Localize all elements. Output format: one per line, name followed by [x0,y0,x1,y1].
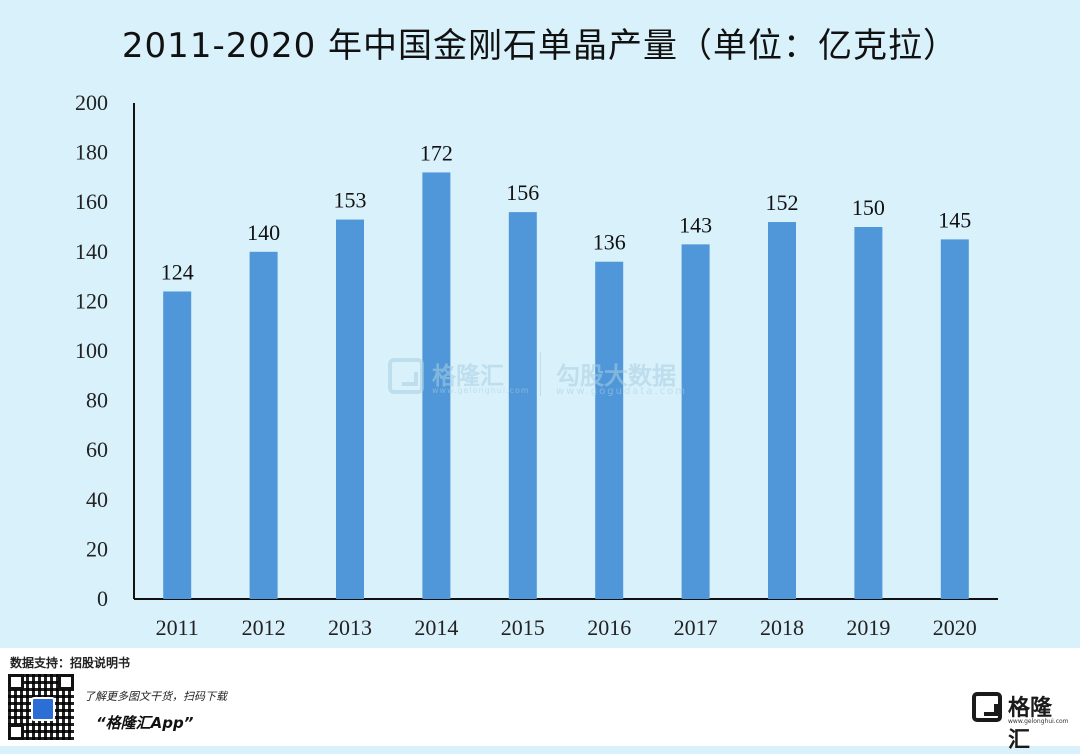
data-label: 152 [766,190,799,215]
bar [249,251,278,600]
bar [854,227,883,599]
data-label: 136 [593,230,626,255]
x-tick-label: 2011 [156,615,199,640]
x-tick-label: 2018 [760,615,804,640]
bar [595,261,624,599]
y-tick-label: 160 [75,189,108,214]
bar [940,239,969,599]
y-tick-label: 140 [75,239,108,264]
data-label: 140 [247,220,280,245]
x-tick-label: 2013 [328,615,372,640]
promo-text: 了解更多图文干货，扫码下载 [84,690,227,703]
bar-chart: 0 20 40 60 80 100 120 140 160 180 200 124 2011 140 20… [75,90,998,640]
y-tick-label: 180 [75,140,108,165]
x-tick-label: 2019 [846,615,890,640]
qr-corner-icon [8,674,24,690]
x-tick-label: 2012 [242,615,286,640]
qr-corner-icon [58,674,74,690]
x-tick-label: 2020 [933,615,977,640]
bar [163,291,192,599]
brand-logo: 格隆汇 www.gelonghui.com [972,690,1072,753]
data-label: 156 [506,180,539,205]
x-tick-label: 2016 [587,615,631,640]
qr-logo-icon [31,697,55,721]
y-tick-label: 40 [86,487,108,512]
data-label: 124 [161,259,194,284]
y-tick-label: 200 [75,90,108,115]
y-tick-label: 60 [86,437,108,462]
y-tick-label: 20 [86,536,108,561]
data-label: 150 [852,195,885,220]
y-tick-label: 120 [75,288,108,313]
qr-corner-icon [8,724,24,740]
bar [681,244,710,600]
data-label: 153 [334,188,367,213]
bar [508,212,537,599]
data-label: 143 [679,212,712,237]
y-tick-label: 0 [97,586,108,611]
brand-url: www.gelonghui.com [1008,718,1069,725]
bar [768,222,796,600]
y-tick-label: 100 [75,338,108,363]
x-tick-label: 2014 [414,615,458,640]
chart-labels: 124 2011 140 2012 153 2013 172 2014 156 2015 136 20… [156,140,977,640]
gelonghui-logo-icon [972,692,1002,722]
qr-code-icon[interactable] [8,674,74,740]
data-source: 数据支持：招股说明书 [10,656,131,670]
app-name: “格隆汇App” [96,714,194,732]
chart-axes: 0 20 40 60 80 100 120 140 160 180 200 [75,90,998,611]
bar [336,219,364,599]
footer: 数据支持：招股说明书 了解更多图文干货，扫码下载 “格隆汇App” 格隆汇 ww… [0,648,1080,753]
x-tick-label: 2017 [674,615,718,640]
data-label: 145 [938,207,971,232]
chart-bars [163,172,969,600]
y-tick-label: 80 [86,388,108,413]
bar [422,172,451,599]
x-tick-label: 2015 [501,615,545,640]
data-label: 172 [420,140,453,165]
chart-title: 2011-2020 年中国金刚石单晶产量（单位：亿克拉） [121,26,959,66]
